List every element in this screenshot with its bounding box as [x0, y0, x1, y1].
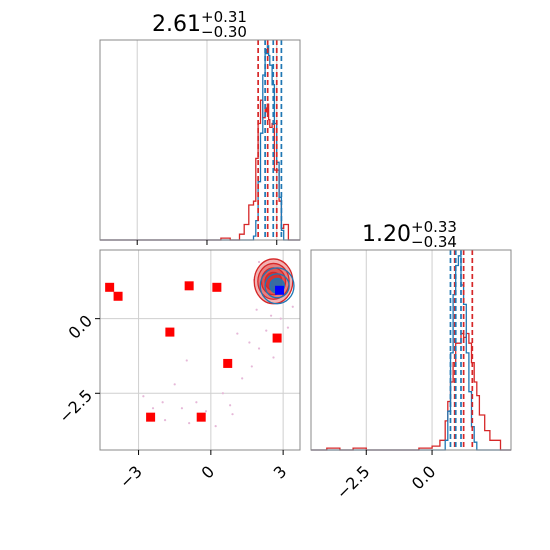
red-marker-6	[223, 358, 233, 368]
sample-11	[241, 377, 244, 380]
histogram-param-2	[311, 255, 511, 451]
quantile-lines-param-2	[449, 250, 474, 450]
red-marker-0	[105, 282, 115, 292]
sample-22	[161, 401, 164, 404]
sample-25	[291, 305, 294, 308]
marginal-panel-param-1: 2.61 +0.31 −0.30	[99, 8, 301, 245]
sample-24	[272, 356, 275, 359]
title-param-1-lower: −0.30	[201, 23, 247, 41]
title-param-1-upper: +0.31	[201, 8, 247, 26]
hist-series-0	[311, 332, 511, 451]
sample-0	[142, 395, 145, 398]
histogram-param-1	[100, 45, 300, 241]
hist-series-1	[100, 45, 300, 241]
red-marker-4	[165, 327, 175, 337]
blue-contour-1	[264, 273, 290, 299]
ticks-joint: −3 0 3 −2.5 0.0	[55, 311, 290, 492]
title-param-2-upper: +0.33	[411, 218, 457, 236]
sample-9	[221, 392, 224, 395]
marginal-panel-param-2: 1.20 +0.33 −0.34 −2.5 0.0	[310, 218, 512, 503]
sample-4	[180, 407, 184, 410]
red-marker-8	[196, 412, 206, 422]
sample-6	[195, 401, 198, 404]
red-marker-3	[212, 282, 222, 292]
sample-8	[214, 425, 217, 428]
sample-3	[173, 383, 176, 386]
sample-7	[204, 410, 208, 413]
title-param-2-value: 1.20	[362, 222, 411, 247]
x-tick-label-c-2: 3	[270, 462, 291, 483]
markers	[105, 281, 285, 422]
red-marker-7	[146, 412, 156, 422]
sample-2	[163, 419, 167, 422]
y-tick-label-c-1: 0.0	[65, 311, 96, 342]
grid-param-2	[365, 250, 433, 450]
sample-15	[269, 314, 273, 317]
title-param-1-value: 2.61	[152, 12, 201, 37]
sample-20	[236, 332, 239, 335]
sample-21	[229, 404, 232, 407]
sample-29	[257, 260, 261, 264]
red-marker-2	[184, 281, 194, 291]
title-param-2-lower: −0.34	[411, 233, 457, 251]
sample-23	[185, 359, 188, 362]
title-param-1: 2.61	[152, 12, 201, 37]
hist-series-1	[311, 255, 511, 451]
grid-joint	[100, 250, 300, 450]
sample-14	[265, 329, 268, 332]
grid-param-1	[136, 40, 278, 240]
axes-frame-param-2	[310, 249, 512, 451]
sample-5	[188, 422, 191, 425]
sample-13	[257, 347, 261, 350]
sample-12	[250, 365, 253, 368]
joint-panel: −3 0 3 −2.5 0.0	[55, 249, 301, 492]
blue-marker	[275, 285, 285, 295]
hist-series-0	[100, 99, 300, 241]
sample-1	[151, 407, 155, 410]
sample-18	[286, 326, 290, 329]
y-tick-label-c-0: −2.5	[55, 386, 96, 427]
tick-label-b-0: −2.5	[333, 462, 374, 503]
sample-19	[248, 341, 251, 344]
sample-17	[279, 317, 282, 320]
red-marker-5	[272, 333, 282, 343]
x-tick-label-c-1: 0	[198, 462, 219, 483]
quantile-lines-param-1	[257, 40, 283, 240]
ticks-param-2: −2.5 0.0	[333, 450, 439, 503]
sample-10	[231, 413, 234, 416]
tick-label-b-1: 0.0	[408, 462, 439, 493]
axes-frame-joint	[99, 249, 301, 451]
red-marker-1	[113, 291, 123, 301]
title-param-2: 1.20	[362, 222, 411, 247]
sample-16	[255, 308, 258, 311]
density-contours	[253, 258, 295, 305]
x-tick-label-c-0: −3	[116, 462, 146, 492]
tick-marks-param-1	[136, 240, 278, 245]
axes-frame-param-1	[99, 39, 301, 241]
blue-contour-0	[259, 267, 295, 305]
